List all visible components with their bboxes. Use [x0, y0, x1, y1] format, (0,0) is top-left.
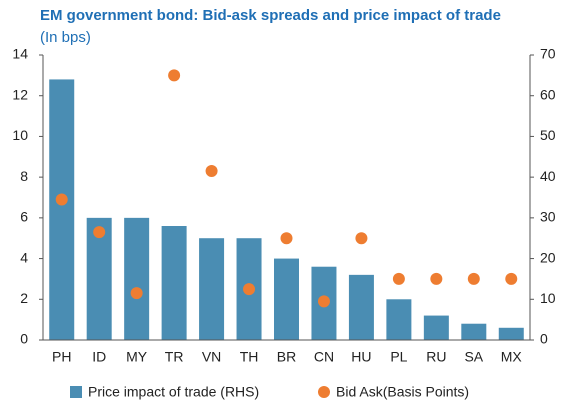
- dot: [205, 165, 218, 178]
- x-tick-label: ID: [92, 349, 106, 365]
- bar: [49, 79, 75, 340]
- x-tick-label: MY: [126, 349, 148, 365]
- dot: [430, 272, 443, 285]
- x-tick-label: PL: [390, 349, 407, 365]
- y-tick-label: 14: [12, 46, 28, 62]
- bar: [124, 217, 150, 340]
- y-tick-label: 10: [12, 127, 28, 143]
- dot: [392, 272, 405, 285]
- x-tick-label: HU: [351, 349, 371, 365]
- dot: [317, 295, 330, 308]
- y2-tick-label: 30: [540, 209, 556, 225]
- legend-swatch: [318, 386, 330, 398]
- y2-tick-label: 20: [540, 249, 556, 265]
- x-tick-label: CN: [314, 349, 334, 365]
- x-tick-label: BR: [277, 349, 296, 365]
- chart-subtitle: (In bps): [40, 29, 91, 46]
- y2-tick-label: 60: [540, 86, 556, 102]
- dot: [280, 232, 293, 245]
- x-tick-label: MX: [501, 349, 523, 365]
- y-tick-label: 0: [20, 331, 28, 347]
- y2-tick-label: 0: [540, 331, 548, 347]
- bar: [498, 327, 524, 340]
- y2-tick-label: 10: [540, 290, 556, 306]
- legend-swatch: [70, 386, 82, 398]
- y2-tick-label: 70: [540, 46, 556, 62]
- bar: [274, 258, 299, 340]
- y2-tick-label: 40: [540, 168, 556, 184]
- bar: [461, 323, 487, 340]
- y-tick-label: 12: [12, 86, 28, 102]
- y-tick-label: 8: [20, 168, 28, 184]
- y-tick-label: 4: [20, 249, 28, 265]
- x-tick-label: RU: [426, 349, 446, 365]
- y-tick-label: 6: [20, 209, 28, 225]
- legend-label: Bid Ask(Basis Points): [336, 384, 469, 400]
- x-tick-label: VN: [202, 349, 221, 365]
- bar: [161, 226, 187, 340]
- bar: [86, 217, 112, 340]
- x-tick-label: PH: [52, 349, 71, 365]
- dot: [243, 283, 256, 296]
- bar: [348, 274, 374, 340]
- dot: [93, 226, 106, 239]
- x-tick-label: SA: [464, 349, 483, 365]
- dot: [355, 232, 368, 245]
- bar: [199, 238, 225, 340]
- legend-label: Price impact of trade (RHS): [88, 384, 259, 400]
- x-tick-label: TR: [165, 349, 184, 365]
- chart-title: EM government bond: Bid-ask spreads and …: [40, 7, 501, 24]
- dot: [168, 69, 181, 82]
- x-tick-label: TH: [240, 349, 259, 365]
- dot: [55, 193, 68, 206]
- y2-tick-label: 50: [540, 127, 556, 143]
- y-tick-label: 2: [20, 290, 28, 306]
- dot: [505, 272, 518, 285]
- dot: [467, 272, 480, 285]
- bar: [423, 315, 449, 340]
- bar: [386, 299, 412, 340]
- dot: [130, 287, 143, 300]
